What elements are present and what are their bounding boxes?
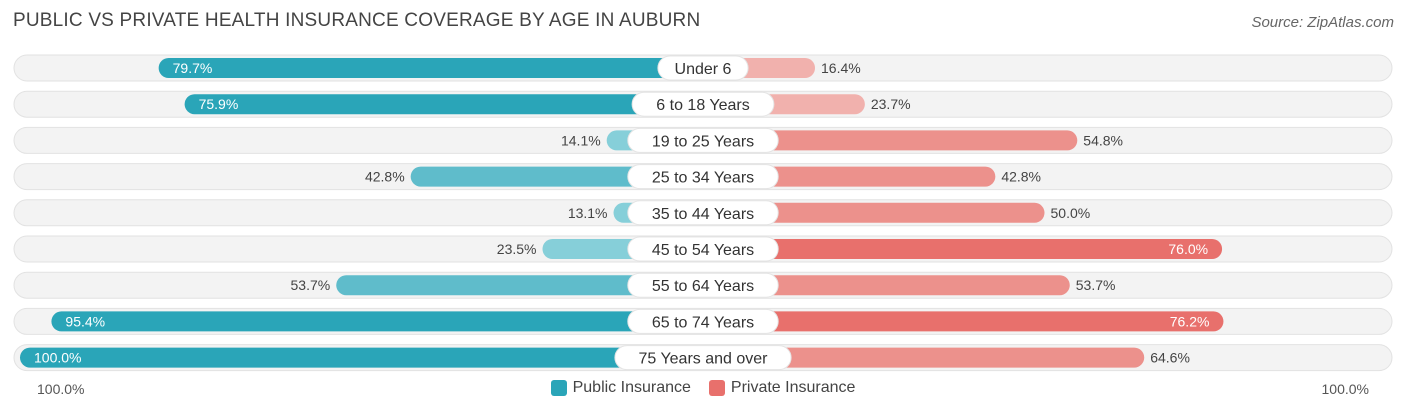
value-label-private: 50.0% (1051, 205, 1091, 221)
legend-item-public: Public Insurance (550, 379, 691, 397)
value-label-private: 42.8% (1001, 169, 1041, 185)
category-label: 6 to 18 Years (656, 97, 749, 114)
category-label: 55 to 64 Years (652, 278, 754, 295)
value-label-private: 54.8% (1083, 132, 1123, 148)
value-label-private: 16.4% (821, 60, 861, 76)
axis-left-label: 100.0% (37, 381, 85, 397)
value-label-public: 14.1% (561, 132, 601, 148)
value-label-public: 23.5% (497, 241, 537, 257)
category-pill (627, 164, 779, 190)
legend-label-public: Public Insurance (572, 379, 691, 396)
value-label-private: 23.7% (871, 96, 911, 112)
bar-public (158, 58, 704, 78)
value-label-private: 64.6% (1150, 350, 1190, 366)
bar-private (703, 130, 1078, 151)
value-label-private: 76.0% (1168, 241, 1208, 257)
bar-public (20, 347, 703, 368)
value-label-public: 75.9% (199, 96, 239, 112)
bar-private (703, 311, 1224, 332)
legend-label-private: Private Insurance (730, 379, 856, 396)
category-pill (627, 272, 779, 298)
bar-public (336, 275, 703, 296)
value-label-public: 13.1% (568, 205, 608, 221)
category-label: 25 to 34 Years (652, 170, 754, 187)
category-pill (627, 236, 779, 262)
source-label: Source: ZipAtlas.com (1251, 14, 1394, 31)
category-label: 65 to 74 Years (652, 314, 754, 331)
chart-title: PUBLIC VS PRIVATE HEALTH INSURANCE COVER… (13, 10, 701, 31)
axis-right-label: 100.0% (1321, 381, 1369, 397)
category-pill (627, 127, 779, 153)
category-pill (631, 91, 775, 117)
legend-swatch-private (708, 380, 725, 396)
value-label-public: 79.7% (173, 60, 213, 76)
bar-public (51, 311, 704, 332)
category-label: 19 to 25 Years (652, 133, 754, 150)
category-label: Under 6 (675, 61, 732, 78)
value-label-private: 76.2% (1170, 313, 1210, 329)
category-pill (614, 345, 792, 371)
value-label-public: 53.7% (291, 277, 331, 293)
legend: Public Insurance Private Insurance (0, 379, 1406, 397)
category-pill (627, 308, 779, 334)
category-label: 35 to 44 Years (652, 206, 754, 223)
category-pill (657, 55, 749, 81)
category-pill (627, 200, 779, 226)
bar-public (184, 94, 703, 115)
value-label-public: 100.0% (34, 350, 81, 366)
category-label: 45 to 54 Years (652, 242, 754, 259)
bar-private (703, 275, 1070, 296)
legend-item-private: Private Insurance (708, 379, 856, 397)
bar-private (703, 202, 1045, 223)
value-label-private: 53.7% (1076, 277, 1116, 293)
category-label: 75 Years and over (639, 351, 769, 368)
value-label-public: 42.8% (365, 169, 405, 185)
value-label-public: 95.4% (65, 313, 105, 329)
bar-private (703, 239, 1223, 259)
bar-private (703, 347, 1145, 368)
legend-swatch-public (550, 380, 567, 396)
